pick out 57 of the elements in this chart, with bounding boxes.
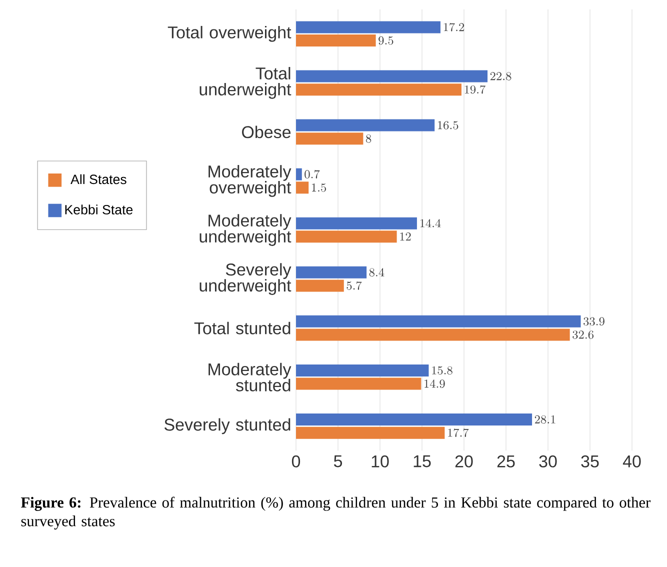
x-tick-label: 15 bbox=[414, 455, 431, 468]
data-label: 9.5 bbox=[378, 36, 394, 45]
y-tick-label: Severely stunted bbox=[164, 418, 290, 434]
y-tick-label: Severely underweight bbox=[200, 263, 292, 295]
legend-label: Kebbi State bbox=[65, 204, 133, 214]
y-tick-label: Total stunted bbox=[194, 322, 290, 334]
y-tick-label: Moderately stunted bbox=[208, 362, 292, 392]
bar bbox=[296, 132, 364, 145]
x-tick-label: 40 bbox=[622, 455, 641, 468]
bar bbox=[296, 217, 417, 230]
data-label: 14.9 bbox=[424, 380, 445, 388]
x-tick-label: 30 bbox=[539, 455, 557, 468]
data-label: 17.2 bbox=[444, 22, 464, 32]
y-tick-label: Moderately overweight bbox=[208, 165, 292, 197]
data-label: 1 .5 bbox=[312, 184, 326, 192]
bar bbox=[296, 266, 367, 278]
bar bbox=[296, 280, 344, 292]
data-label: 19.7 bbox=[464, 85, 486, 94]
y-tick-label: Obese bbox=[242, 126, 291, 138]
bar bbox=[296, 182, 309, 194]
bar bbox=[296, 413, 532, 426]
bar bbox=[296, 34, 376, 47]
data-label: 8.4 bbox=[369, 268, 384, 277]
x-tick-label: 35 bbox=[581, 455, 599, 468]
data-label: 0.7 bbox=[304, 170, 320, 178]
bar bbox=[296, 426, 445, 439]
bar bbox=[296, 230, 397, 243]
bar bbox=[296, 364, 429, 376]
x-tick-label: 0 bbox=[292, 455, 300, 468]
x-tick-label: 10 bbox=[372, 455, 389, 468]
y-tick-label: Total overweight bbox=[168, 26, 292, 42]
bar bbox=[296, 84, 462, 96]
data-label: 16.5 bbox=[438, 121, 458, 130]
x-tick-label: 20 bbox=[455, 455, 473, 468]
bar bbox=[296, 21, 440, 34]
data-label: 33.9 bbox=[584, 317, 604, 326]
data-label: 8 bbox=[366, 134, 372, 143]
bar bbox=[296, 315, 581, 328]
y-tick-label: Total underweight bbox=[200, 66, 292, 99]
data-label: 22.8 bbox=[490, 72, 512, 80]
bar bbox=[296, 378, 422, 390]
x-tick-label: 5 bbox=[334, 455, 342, 468]
data-label: 12 bbox=[400, 232, 411, 241]
y-tick-label: Moderately underweight bbox=[200, 214, 292, 246]
legend-label: All States bbox=[70, 174, 126, 184]
data-label: 15.8 bbox=[432, 366, 452, 375]
bar bbox=[296, 168, 302, 180]
data-label: 32.6 bbox=[572, 330, 594, 339]
data-label: 17.7 bbox=[448, 428, 469, 437]
bar bbox=[296, 328, 570, 341]
text: Figure 6: Prevalence of malnutrition (%) among children under 5 in Kebbi state compared to other surveyed states bbox=[20, 496, 651, 530]
data-label: 14.4 bbox=[420, 219, 441, 228]
bar bbox=[296, 119, 435, 132]
bar bbox=[296, 70, 488, 82]
data-label: 28. 1 bbox=[534, 415, 556, 424]
data-label: 5.7 bbox=[346, 281, 362, 290]
x-tick-label: 25 bbox=[497, 455, 515, 468]
